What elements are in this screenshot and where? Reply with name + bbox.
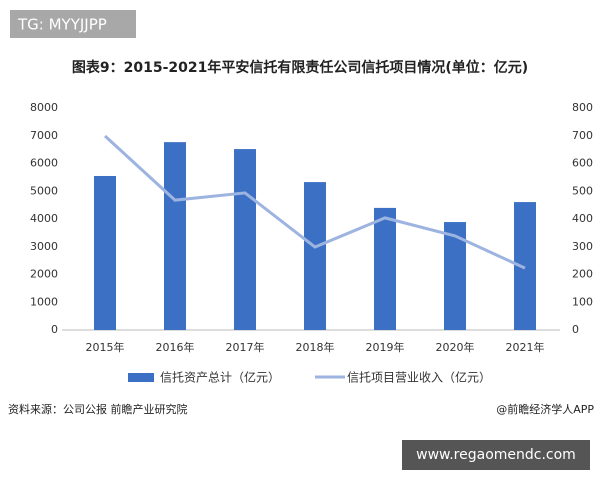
bar — [374, 207, 396, 330]
x-tick-label: 2021年 — [506, 340, 545, 354]
x-tick-label: 2015年 — [86, 340, 125, 354]
bar — [304, 182, 326, 330]
y2-tick-label: 200 — [572, 268, 593, 281]
y2-tick-label: 500 — [572, 184, 593, 197]
bar — [94, 175, 116, 330]
y2-tick-label: 0 — [572, 323, 579, 336]
y2-tick-label: 600 — [572, 157, 593, 170]
y2-tick-label: 800 — [572, 101, 593, 114]
url-box — [402, 440, 590, 470]
source: 资料来源：公司公报 前瞻产业研究院 — [8, 402, 188, 416]
bar — [444, 222, 466, 330]
y-tick-label: 0 — [51, 323, 58, 336]
x-tick-label: 2017年 — [226, 340, 265, 354]
y-tick-label: 7000 — [30, 129, 58, 142]
y2-tick-label: 100 — [572, 295, 593, 308]
bar — [514, 202, 536, 330]
x-tick-label: 2018年 — [296, 340, 335, 354]
y-tick-label: 5000 — [30, 184, 58, 197]
bar — [164, 142, 186, 330]
legend-swatch — [128, 373, 154, 382]
y2-tick-label: 300 — [572, 240, 593, 253]
credit: @前瞻经济学人APP — [496, 402, 594, 416]
y2-tick-label: 700 — [572, 129, 593, 142]
y2-tick-label: 400 — [572, 212, 593, 225]
bar — [234, 149, 256, 330]
chart-title: 图表9：2015-2021年平安信托有限责任公司信托项目情况(单位：亿元) — [72, 59, 528, 76]
x-tick-label: 2020年 — [436, 340, 475, 354]
line — [103, 134, 526, 270]
tag: TG: MYYJJPP — [17, 16, 107, 34]
legend-label: 信托资产总计（亿元） — [160, 370, 280, 385]
y-tick-label: 3000 — [30, 240, 58, 253]
x-tick-label: 2019年 — [366, 340, 405, 354]
y-tick-label: 2000 — [30, 268, 58, 281]
y-tick-label: 8000 — [30, 101, 58, 114]
x-tick-label: 2016年 — [156, 340, 195, 354]
tag-box — [10, 10, 136, 38]
y-tick-label: 1000 — [30, 295, 58, 308]
url: www.regaomendc.com — [416, 447, 576, 463]
y-tick-label: 6000 — [30, 157, 58, 170]
legend-label: 信托项目营业收入（亿元） — [347, 370, 491, 385]
y-tick-label: 4000 — [30, 212, 58, 225]
